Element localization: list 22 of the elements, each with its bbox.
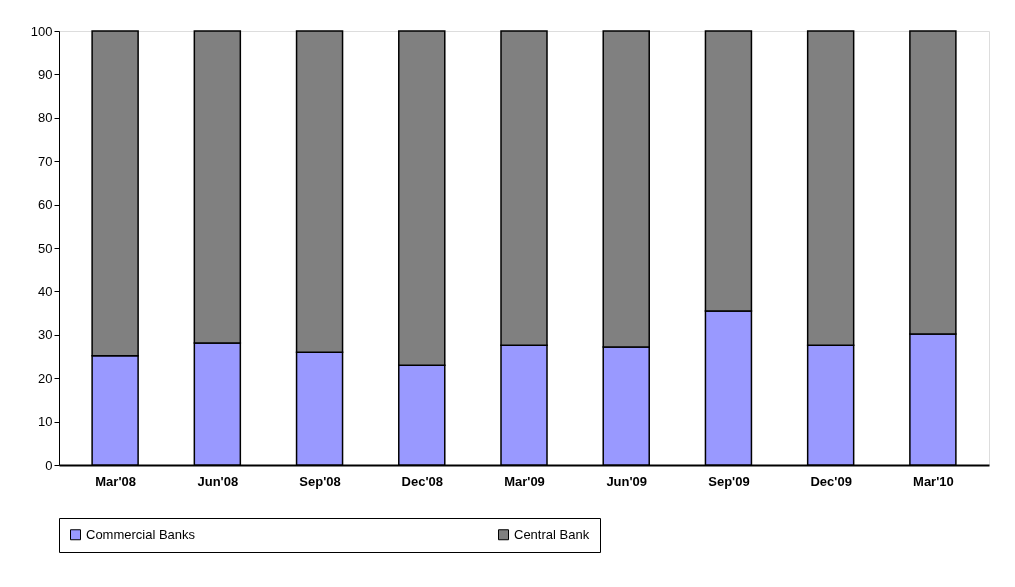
y-tick-label: 30 bbox=[38, 327, 53, 343]
y-tick-label: 60 bbox=[38, 197, 53, 213]
y-tick-label: 10 bbox=[38, 414, 53, 430]
x-tick-label: Jun'08 bbox=[197, 473, 239, 489]
legend-label: Central Bank bbox=[514, 526, 590, 542]
legend-label: Commercial Banks bbox=[86, 526, 196, 542]
y-tick-label: 70 bbox=[38, 153, 53, 169]
y-tick-label: 90 bbox=[38, 66, 53, 82]
x-tick-label: Dec'08 bbox=[401, 473, 443, 489]
x-tick-label: Sep'09 bbox=[708, 473, 750, 489]
x-tick-label: Sep'08 bbox=[299, 473, 341, 489]
x-tick-label: Mar'10 bbox=[913, 473, 954, 489]
y-tick-label: 0 bbox=[45, 457, 53, 473]
x-tick-label: Mar'08 bbox=[95, 473, 136, 489]
y-tick-label: 50 bbox=[38, 240, 53, 256]
x-tick-label: Jun'09 bbox=[606, 473, 648, 489]
y-tick-label: 100 bbox=[30, 23, 53, 39]
y-tick-label: 80 bbox=[38, 110, 53, 126]
x-tick-label: Dec'09 bbox=[810, 473, 852, 489]
y-tick-label: 40 bbox=[38, 283, 53, 299]
x-tick-label: Mar'09 bbox=[504, 473, 545, 489]
y-tick-label: 20 bbox=[38, 370, 53, 386]
